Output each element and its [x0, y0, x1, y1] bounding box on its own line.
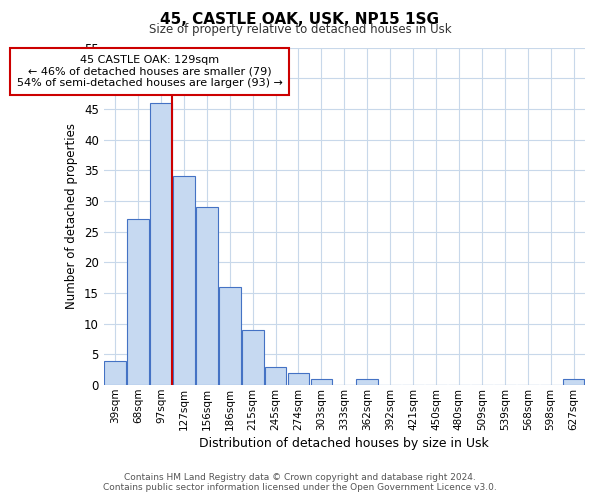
- Bar: [311, 379, 332, 385]
- Text: Size of property relative to detached houses in Usk: Size of property relative to detached ho…: [149, 22, 451, 36]
- Text: 45 CASTLE OAK: 129sqm
← 46% of detached houses are smaller (79)
54% of semi-deta: 45 CASTLE OAK: 129sqm ← 46% of detached …: [17, 55, 283, 88]
- X-axis label: Distribution of detached houses by size in Usk: Distribution of detached houses by size …: [199, 437, 489, 450]
- Bar: [287, 373, 310, 385]
- Bar: [563, 379, 584, 385]
- Bar: [265, 366, 286, 385]
- Y-axis label: Number of detached properties: Number of detached properties: [65, 124, 79, 310]
- Bar: [104, 360, 126, 385]
- Bar: [196, 207, 218, 385]
- Bar: [127, 220, 149, 385]
- Bar: [242, 330, 263, 385]
- Bar: [150, 103, 172, 385]
- Text: 45, CASTLE OAK, USK, NP15 1SG: 45, CASTLE OAK, USK, NP15 1SG: [161, 12, 439, 28]
- Text: Contains HM Land Registry data © Crown copyright and database right 2024.
Contai: Contains HM Land Registry data © Crown c…: [103, 473, 497, 492]
- Bar: [173, 176, 195, 385]
- Bar: [219, 287, 241, 385]
- Bar: [356, 379, 378, 385]
